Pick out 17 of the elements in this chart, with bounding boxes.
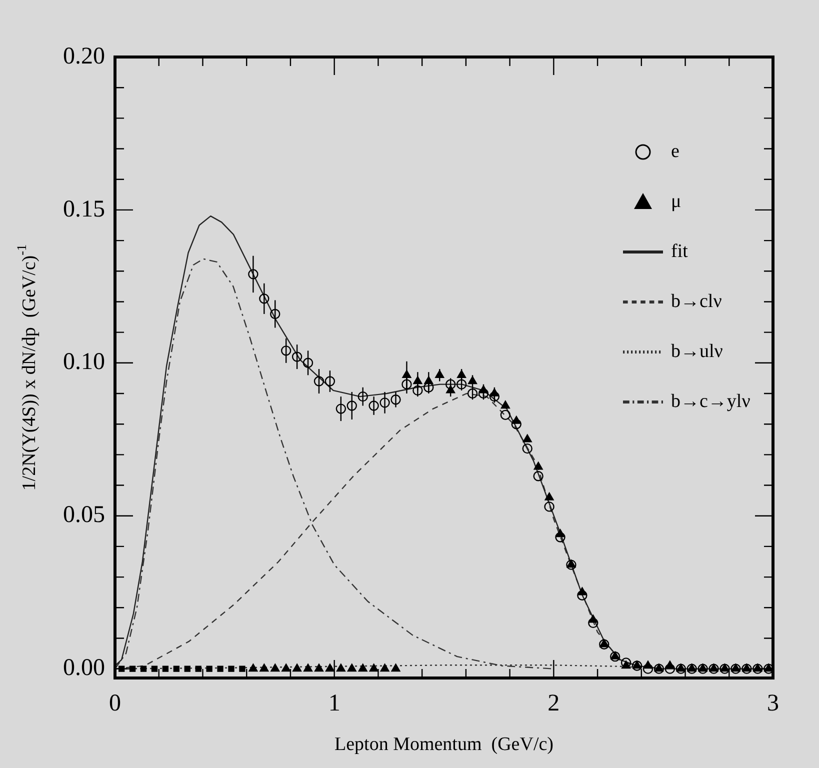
- legend-label: μ: [671, 190, 682, 212]
- y-tick-label: 0.20: [63, 43, 105, 70]
- x-tick-label: 0: [109, 690, 121, 717]
- x-axis-title: Lepton Momentum (GeV/c): [334, 734, 554, 755]
- x-tick-label: 3: [767, 690, 779, 717]
- y-tick-label: 0.05: [63, 502, 105, 528]
- x-tick-label: 2: [548, 690, 560, 717]
- legend-label: b→c→ylν: [671, 390, 751, 412]
- legend-label: fit: [671, 240, 689, 262]
- y-tick-label: 0.15: [63, 196, 105, 222]
- legend-label: e: [671, 140, 680, 162]
- y-tick-label: 0.00: [63, 655, 105, 682]
- x-tick-label: 1: [328, 690, 340, 717]
- legend-label: b→clν: [671, 290, 722, 312]
- legend-label: b→ulν: [671, 340, 724, 362]
- y-tick-label: 0.10: [63, 349, 105, 376]
- y-axis-title: 1/2N(Y(4S)) x dN/dp (GeV/c)-1: [14, 244, 40, 491]
